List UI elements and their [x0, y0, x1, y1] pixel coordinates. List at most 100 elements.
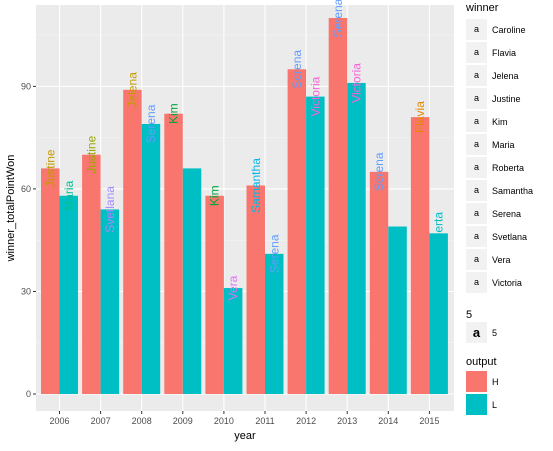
legend-key — [466, 180, 487, 201]
legend-key-glyph: a — [474, 139, 479, 149]
legend-key-glyph: a — [473, 325, 481, 340]
legend-key-glyph: a — [474, 277, 479, 287]
legend-key-glyph: a — [474, 70, 479, 80]
legend-output-items: HL — [466, 371, 499, 415]
bar — [328, 18, 348, 394]
legend-key-glyph: a — [474, 208, 479, 218]
bar — [182, 168, 202, 394]
bar-label: Kim — [167, 103, 181, 124]
x-tick-label: 2014 — [378, 416, 398, 426]
bar-label: Victoria — [349, 63, 363, 103]
legend-key-glyph: a — [474, 231, 479, 241]
legend-key-glyph: a — [474, 254, 479, 264]
legend-key-glyph: a — [474, 93, 479, 103]
legend-key-glyph: a — [474, 47, 479, 57]
bar-label: Svetlana — [103, 186, 117, 233]
y-tick-label: 0 — [26, 389, 31, 399]
y-tick-label: 30 — [21, 286, 31, 296]
legend-key — [466, 272, 487, 293]
legend-key-glyph: a — [474, 185, 479, 195]
y-tick-label: 90 — [21, 81, 31, 91]
bar — [164, 113, 183, 394]
bar — [306, 96, 325, 395]
bar — [287, 69, 307, 394]
bar-labels: Justine Maria Justine Svetlana Jelena Serena K… — [43, 0, 445, 300]
legend-key-glyph: a — [474, 24, 479, 34]
legend-item-label: Serena — [492, 209, 521, 219]
bar-label: Serena — [290, 50, 304, 89]
bar-label: Kim — [208, 185, 222, 206]
legend-key — [466, 203, 487, 224]
bar — [123, 89, 142, 395]
bar-label: Jelena — [125, 72, 139, 108]
bar — [41, 168, 60, 394]
legend-item-label: Svetlana — [492, 232, 527, 242]
x-tick-label: 2011 — [255, 416, 274, 426]
y-tick-label: 60 — [21, 184, 31, 194]
legend-key — [466, 226, 487, 247]
y-axis: 0 30 60 90 — [21, 81, 36, 399]
bar — [246, 185, 265, 394]
legend-item-label: Samantha — [492, 186, 533, 196]
legend-item-label: Kim — [492, 117, 508, 127]
legend-key-glyph: a — [474, 162, 479, 172]
legend-key — [466, 111, 487, 132]
legend-key — [466, 19, 487, 40]
legend-item-label: Jelena — [492, 71, 519, 81]
bar-label: Serena — [372, 152, 386, 191]
legend-size-title: 5 — [466, 309, 472, 321]
legend-key — [466, 65, 487, 86]
bar-label: Vera — [226, 275, 240, 300]
x-tick-label: 2008 — [132, 416, 152, 426]
x-tick-label: 2010 — [214, 416, 234, 426]
legend-key-glyph: a — [474, 116, 479, 126]
legend-key — [466, 134, 487, 155]
legend-key — [466, 157, 487, 178]
legend: winner a Caroline a Flavia a Jelena a Justine a K… — [465, 2, 533, 415]
bar — [59, 195, 78, 394]
x-tick-label: 2007 — [91, 416, 111, 426]
legend-item-label: Maria — [492, 140, 515, 150]
bar — [347, 82, 366, 394]
legend-item-label: H — [492, 377, 499, 387]
bar — [141, 123, 161, 395]
bar — [82, 154, 101, 394]
legend-key — [466, 249, 487, 270]
legend-key — [466, 322, 487, 343]
x-tick-label: 2006 — [49, 416, 69, 426]
legend-key — [466, 88, 487, 109]
x-tick-label: 2013 — [337, 416, 357, 426]
legend-output-title: output — [466, 356, 497, 368]
bar-label: Justine — [84, 135, 98, 173]
bar — [265, 253, 284, 394]
x-axis-title: year — [234, 430, 256, 442]
legend-item-label: Victoria — [492, 278, 522, 288]
bar-label: Victoria — [308, 76, 322, 116]
legend-item-label: L — [492, 400, 497, 410]
legend-key — [466, 42, 487, 63]
legend-item-label: Roberta — [492, 163, 524, 173]
bar — [205, 195, 224, 394]
x-tick-label: 2009 — [173, 416, 193, 426]
bar — [388, 226, 407, 394]
legend-swatch — [466, 394, 487, 415]
legend-item-label: Vera — [492, 255, 511, 265]
x-axis: 2006 2007 2008 2009 2010 2011 2012 2013 2014 2015 — [49, 411, 439, 426]
bars — [41, 18, 448, 395]
bar-label: Serena — [144, 104, 158, 143]
bar-label: Serena — [331, 0, 345, 37]
bar-label: Roberta — [432, 212, 446, 255]
bar-label: Samantha — [249, 158, 263, 213]
bar — [410, 117, 430, 395]
bar-label: Flavia — [413, 101, 427, 133]
bar — [223, 288, 243, 394]
bar — [369, 171, 389, 394]
bar-label: Maria — [62, 180, 76, 210]
bar — [429, 233, 448, 394]
legend-item-label: 5 — [492, 328, 497, 338]
y-axis-title: winner_totalPointWon — [5, 155, 17, 263]
bar-label: Justine — [43, 149, 57, 187]
bar — [100, 209, 120, 394]
